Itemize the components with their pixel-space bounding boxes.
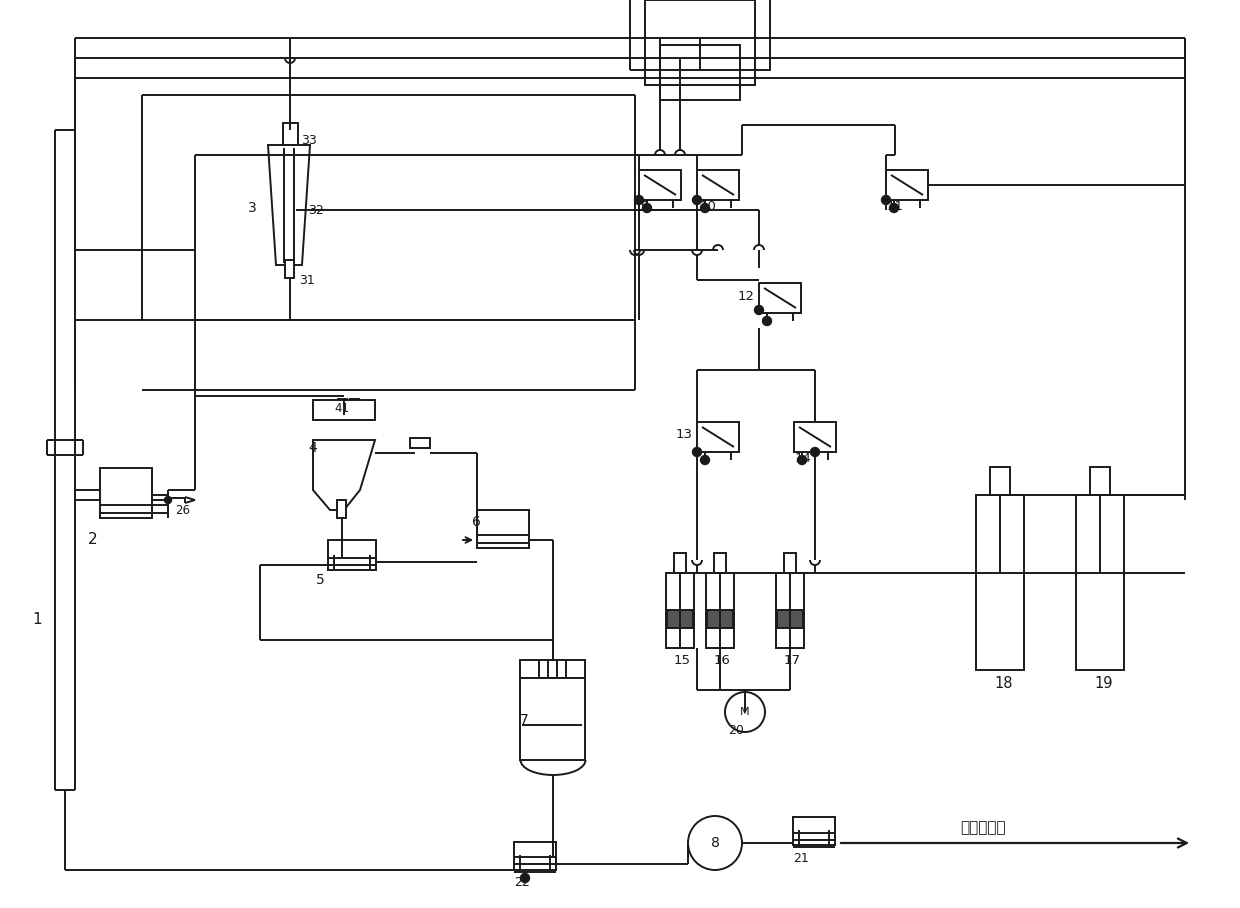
Text: 15: 15 xyxy=(675,654,691,666)
Bar xyxy=(639,170,681,200)
Bar xyxy=(667,610,693,628)
Bar xyxy=(794,817,835,845)
Bar xyxy=(410,438,430,448)
Polygon shape xyxy=(312,440,374,510)
Text: 废液排放口: 废液排放口 xyxy=(960,821,1006,835)
Bar xyxy=(283,123,298,145)
Circle shape xyxy=(521,873,529,883)
Circle shape xyxy=(701,203,709,212)
Bar xyxy=(706,573,734,648)
Text: 26: 26 xyxy=(175,504,190,517)
Circle shape xyxy=(725,692,765,732)
Bar xyxy=(1090,467,1110,495)
Bar xyxy=(339,399,347,415)
Bar xyxy=(1076,495,1123,670)
Bar xyxy=(666,573,694,648)
Circle shape xyxy=(811,448,820,457)
Circle shape xyxy=(754,305,764,314)
Text: 16: 16 xyxy=(714,654,730,666)
Text: 1: 1 xyxy=(32,613,42,627)
Text: 33: 33 xyxy=(301,133,316,146)
Bar xyxy=(285,260,294,278)
Text: 3: 3 xyxy=(248,201,257,215)
Bar xyxy=(350,399,360,415)
Text: 4: 4 xyxy=(308,441,316,455)
Text: 5: 5 xyxy=(316,573,325,587)
Bar xyxy=(697,170,739,200)
Text: 12: 12 xyxy=(738,290,755,302)
Text: 21: 21 xyxy=(794,852,808,864)
Text: 20: 20 xyxy=(728,724,744,736)
Text: 18: 18 xyxy=(994,676,1013,692)
Text: 17: 17 xyxy=(784,654,801,666)
Bar xyxy=(630,0,770,70)
Text: 7: 7 xyxy=(520,713,528,727)
Bar xyxy=(515,842,556,870)
Bar xyxy=(660,45,740,100)
Text: 6: 6 xyxy=(472,515,481,529)
Circle shape xyxy=(882,195,890,204)
Bar xyxy=(697,422,739,452)
Bar xyxy=(477,510,529,548)
Circle shape xyxy=(635,195,644,204)
Circle shape xyxy=(763,317,771,325)
Bar xyxy=(777,610,804,628)
Bar xyxy=(337,500,346,518)
Text: 41: 41 xyxy=(334,401,348,414)
Text: 14: 14 xyxy=(795,452,812,466)
Bar xyxy=(312,400,374,420)
Bar xyxy=(675,553,686,573)
Circle shape xyxy=(701,456,709,465)
Text: 22: 22 xyxy=(515,875,529,889)
Text: 10: 10 xyxy=(701,201,717,213)
Text: 13: 13 xyxy=(676,429,693,441)
Circle shape xyxy=(797,456,806,465)
Bar xyxy=(714,553,725,573)
Circle shape xyxy=(692,448,702,457)
Text: M: M xyxy=(740,707,750,717)
Bar xyxy=(707,610,733,628)
Text: 31: 31 xyxy=(299,273,315,287)
Text: 19: 19 xyxy=(1094,676,1112,692)
Bar xyxy=(976,495,1024,670)
Circle shape xyxy=(688,816,742,870)
Circle shape xyxy=(692,195,702,204)
Text: 2: 2 xyxy=(88,532,98,548)
Bar xyxy=(990,467,1011,495)
Bar xyxy=(100,468,153,518)
Bar xyxy=(784,553,796,573)
Bar xyxy=(520,678,585,760)
Bar xyxy=(794,422,836,452)
Text: 11: 11 xyxy=(887,201,904,213)
Circle shape xyxy=(165,497,171,504)
Bar xyxy=(520,660,585,678)
Bar xyxy=(329,540,376,570)
Text: 32: 32 xyxy=(308,203,324,216)
Polygon shape xyxy=(268,145,310,265)
Bar xyxy=(887,170,928,200)
Bar xyxy=(645,0,755,85)
Text: 8: 8 xyxy=(711,836,719,850)
Bar xyxy=(776,573,804,648)
Bar xyxy=(759,283,801,313)
Circle shape xyxy=(889,203,899,212)
Circle shape xyxy=(642,203,651,212)
Text: 9: 9 xyxy=(640,201,649,213)
